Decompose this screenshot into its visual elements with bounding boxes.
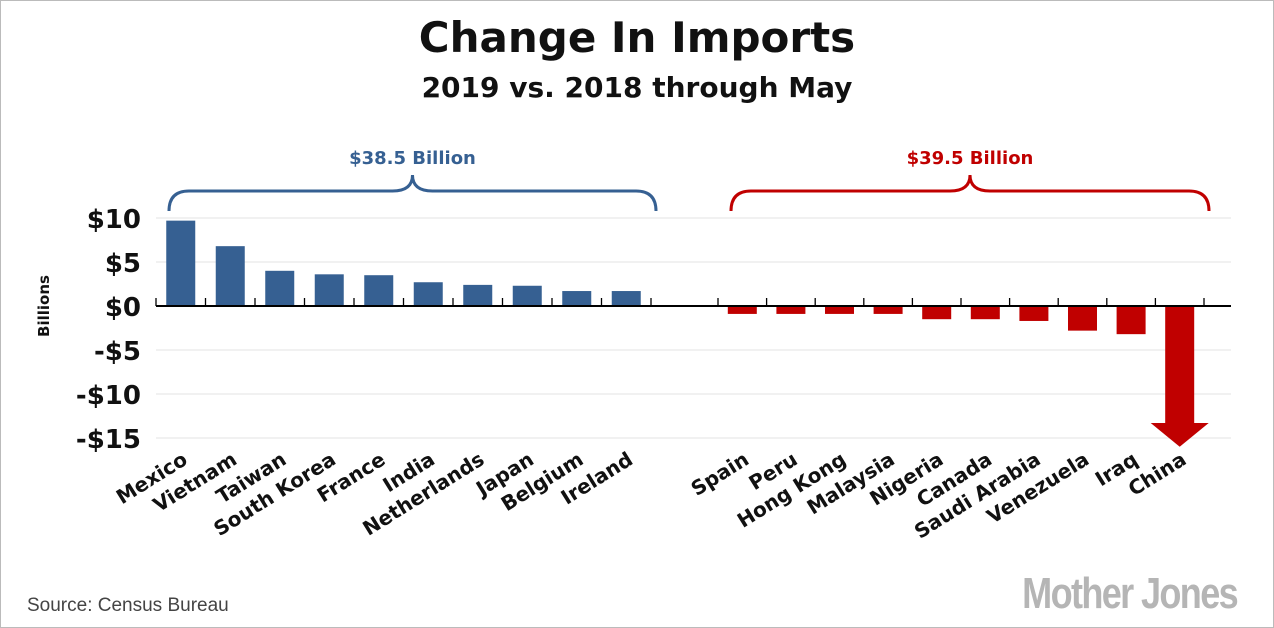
bar-china [1165,306,1195,424]
y-tick-label: -$5 [94,337,141,367]
group-bracket [729,174,1211,212]
bar-peru [776,306,806,314]
bar-netherlands [463,284,493,306]
chart-subtitle: 2019 vs. 2018 through May [421,71,853,104]
x-tick-label: Spain [687,447,753,501]
bar-south-korea [314,274,344,306]
y-tick-label: -$10 [76,381,141,411]
bar-ireland [611,291,641,306]
bar-hong-kong [825,306,854,314]
y-tick-label: $5 [105,249,141,279]
group-total-label: $38.5 Billion [349,148,476,169]
bar-france [364,275,394,306]
bar-japan [512,285,542,306]
y-tick-label: $10 [87,205,141,235]
y-axis-label: Billions [35,275,53,337]
bar-canada [970,306,1000,320]
bar-saudi-arabia [1019,306,1049,321]
mother-jones-logo: Mother Jones [1022,569,1239,618]
y-tick-label: -$15 [76,425,141,455]
bar-venezuela [1068,306,1097,331]
group-bracket [167,174,658,212]
bar-spain [727,306,757,314]
bar-taiwan [265,270,295,306]
bar-belgium [562,291,592,306]
group-total-label: $39.5 Billion [907,148,1034,169]
bar-nigeria [922,306,952,320]
bar-india [413,282,443,306]
chart-title: Change In Imports [418,13,856,62]
bar-iraq [1116,306,1146,335]
bar-arrow-icon [1150,423,1209,447]
bar-mexico [166,220,196,306]
source-note: Source: Census Bureau [27,595,229,616]
bar-vietnam [215,246,245,306]
y-tick-label: $0 [105,293,141,323]
bar-malaysia [873,306,903,314]
